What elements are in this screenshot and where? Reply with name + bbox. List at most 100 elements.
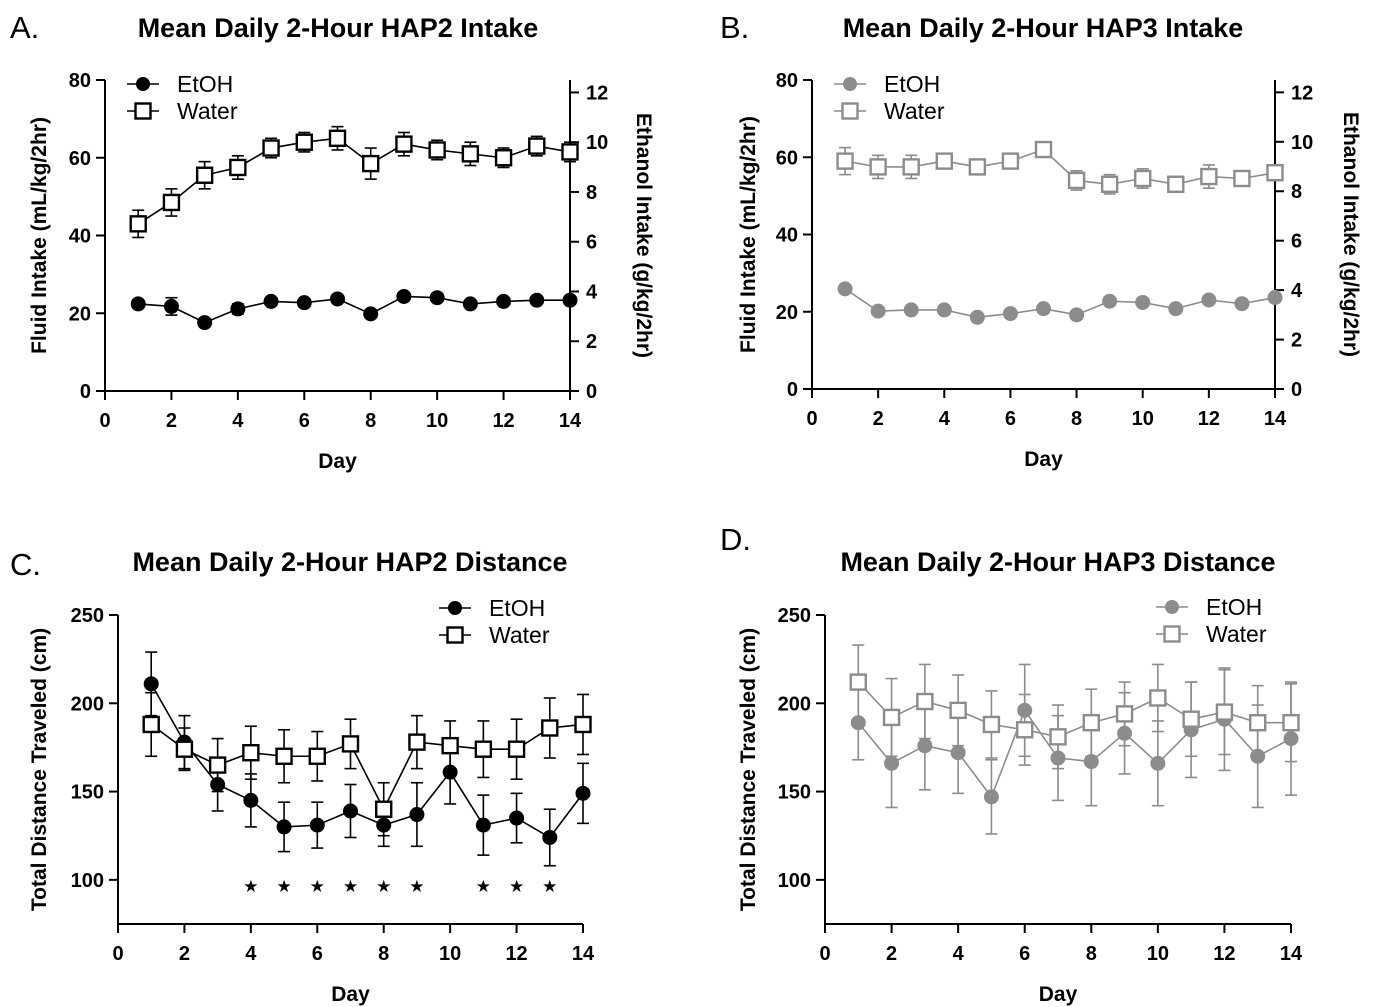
y-tick-label-b: 20: [776, 302, 798, 324]
legend-label-water: Water: [884, 98, 945, 124]
data-point-etoh-c: [309, 817, 325, 833]
data-point-etoh-c: [542, 829, 558, 845]
chart-title-b: Mean Daily 2-Hour HAP3 Intake: [843, 13, 1244, 43]
data-point-water-b: [1100, 175, 1119, 193]
x-tick-label-d: 14: [1280, 943, 1303, 965]
data-point-water-c: [142, 715, 160, 734]
series-etoh-d: [850, 663, 1299, 835]
data-point-water-a: [328, 129, 347, 148]
significance-star: ★: [276, 877, 291, 897]
legend-label-water: Water: [1206, 621, 1267, 647]
x-tick-label-a: 4: [232, 410, 244, 432]
panel-b: B.: [720, 10, 749, 45]
legend-label-water: Water: [177, 98, 238, 124]
data-point-water-a: [461, 145, 480, 163]
x-tick-label-b: 6: [1005, 408, 1016, 430]
data-point-water-c: [242, 744, 260, 762]
x-axis-label-d: Day: [1039, 983, 1078, 1006]
x-tick-label-a: 8: [365, 410, 376, 432]
data-point-etoh-b: [837, 281, 853, 297]
significance-star: ★: [509, 877, 524, 897]
data-point-etoh-a: [363, 306, 379, 322]
y2-axis-label-a: Ethanol Intake (g/kg/2hr): [632, 113, 655, 358]
data-point-water-a: [428, 141, 446, 159]
data-point-etoh-b: [1201, 292, 1217, 308]
y2-tick-label-b: 0: [1291, 379, 1302, 401]
y-tick-label-b: 40: [776, 225, 798, 247]
chart-title-c: Mean Daily 2-Hour HAP2 Distance: [132, 547, 567, 577]
x-tick-label-c: 2: [179, 943, 190, 965]
y-tick-label-d: 150: [778, 782, 811, 804]
legend-marker-water: [841, 102, 859, 120]
data-point-etoh-d: [983, 789, 999, 805]
data-point-water-b: [1167, 175, 1185, 193]
data-point-water-b: [968, 158, 987, 176]
data-point-water-a: [195, 166, 214, 184]
data-point-water-d: [949, 701, 967, 720]
data-point-etoh-c: [475, 817, 491, 833]
x-tick-label-b: 14: [1264, 408, 1287, 430]
data-point-water-c: [208, 756, 227, 774]
y2-tick-label-a: 2: [586, 331, 597, 353]
data-point-water-b: [935, 152, 953, 170]
data-point-etoh-a: [529, 292, 545, 308]
data-point-water-d: [882, 708, 901, 727]
data-point-water-b: [1034, 140, 1053, 159]
data-point-etoh-b: [1234, 296, 1250, 312]
y-tick-label-c: 200: [71, 693, 104, 715]
panel-a: A.: [10, 10, 39, 45]
y-axis-label-c: Total Distance Traveled (cm): [28, 628, 51, 911]
y2-axis-label-b: Ethanol Intake (g/kg/2hr): [1339, 112, 1362, 357]
x-tick-label-d: 6: [1019, 943, 1030, 965]
data-point-water-d: [1249, 714, 1267, 732]
significance-star: ★: [542, 877, 557, 897]
data-point-etoh-b: [903, 302, 919, 318]
x-tick-label-c: 0: [112, 943, 123, 965]
data-point-water-a: [561, 143, 579, 161]
legend-marker-etoh: [448, 601, 462, 615]
significance-star: ★: [343, 877, 358, 897]
data-point-water-b: [869, 158, 887, 176]
data-point-etoh-d: [950, 745, 966, 761]
data-point-water-d: [1115, 705, 1134, 723]
x-tick-label-a: 14: [559, 410, 582, 432]
y-tick-label-b: 0: [787, 379, 798, 401]
legend-label-etoh: EtOH: [489, 595, 545, 621]
data-point-water-d: [982, 715, 1001, 734]
y2-tick-label-b: 12: [1291, 82, 1313, 104]
x-tick-label-d: 8: [1086, 943, 1097, 965]
data-point-water-a: [295, 133, 313, 151]
x-tick-label-c: 10: [439, 943, 461, 965]
significance-star: ★: [476, 877, 491, 897]
x-axis-label-c: Day: [331, 983, 370, 1006]
y2-tick-label-a: 10: [586, 132, 608, 154]
y-tick-label-c: 150: [71, 782, 104, 804]
y-tick-label-b: 80: [776, 70, 798, 92]
data-point-water-a: [229, 158, 247, 177]
x-tick-label-a: 6: [299, 410, 310, 432]
x-axis-label-b: Day: [1024, 448, 1063, 471]
y-tick-label-a: 60: [69, 148, 91, 170]
x-tick-label-b: 4: [939, 408, 951, 430]
data-point-etoh-a: [130, 296, 146, 312]
data-point-water-c: [474, 740, 493, 758]
y2-tick-label-a: 12: [586, 82, 608, 104]
legend-label-etoh: EtOH: [177, 71, 233, 97]
y-tick-label-d: 250: [778, 605, 811, 627]
series-water-b: [836, 140, 1284, 195]
data-point-etoh-c: [509, 810, 525, 826]
y2-tick-label-b: 8: [1291, 181, 1302, 203]
legend-label-etoh: EtOH: [884, 71, 940, 97]
x-tick-label-b: 10: [1132, 408, 1154, 430]
legend-marker-water: [446, 626, 464, 644]
x-tick-label-a: 2: [166, 410, 177, 432]
chart-c: Mean Daily 2-Hour HAP2 Distance 0 2 4 6 8 10 12…: [28, 547, 595, 1006]
data-point-water-b: [1200, 167, 1218, 186]
data-point-etoh-b: [870, 303, 886, 319]
series-etoh-c: [143, 651, 591, 867]
data-point-water-c: [408, 733, 426, 751]
data-point-water-b: [1266, 163, 1284, 182]
chart-b: Mean Daily 2-Hour HAP3 Intake 0 2 4 6 8 10 12 14…: [737, 13, 1362, 471]
